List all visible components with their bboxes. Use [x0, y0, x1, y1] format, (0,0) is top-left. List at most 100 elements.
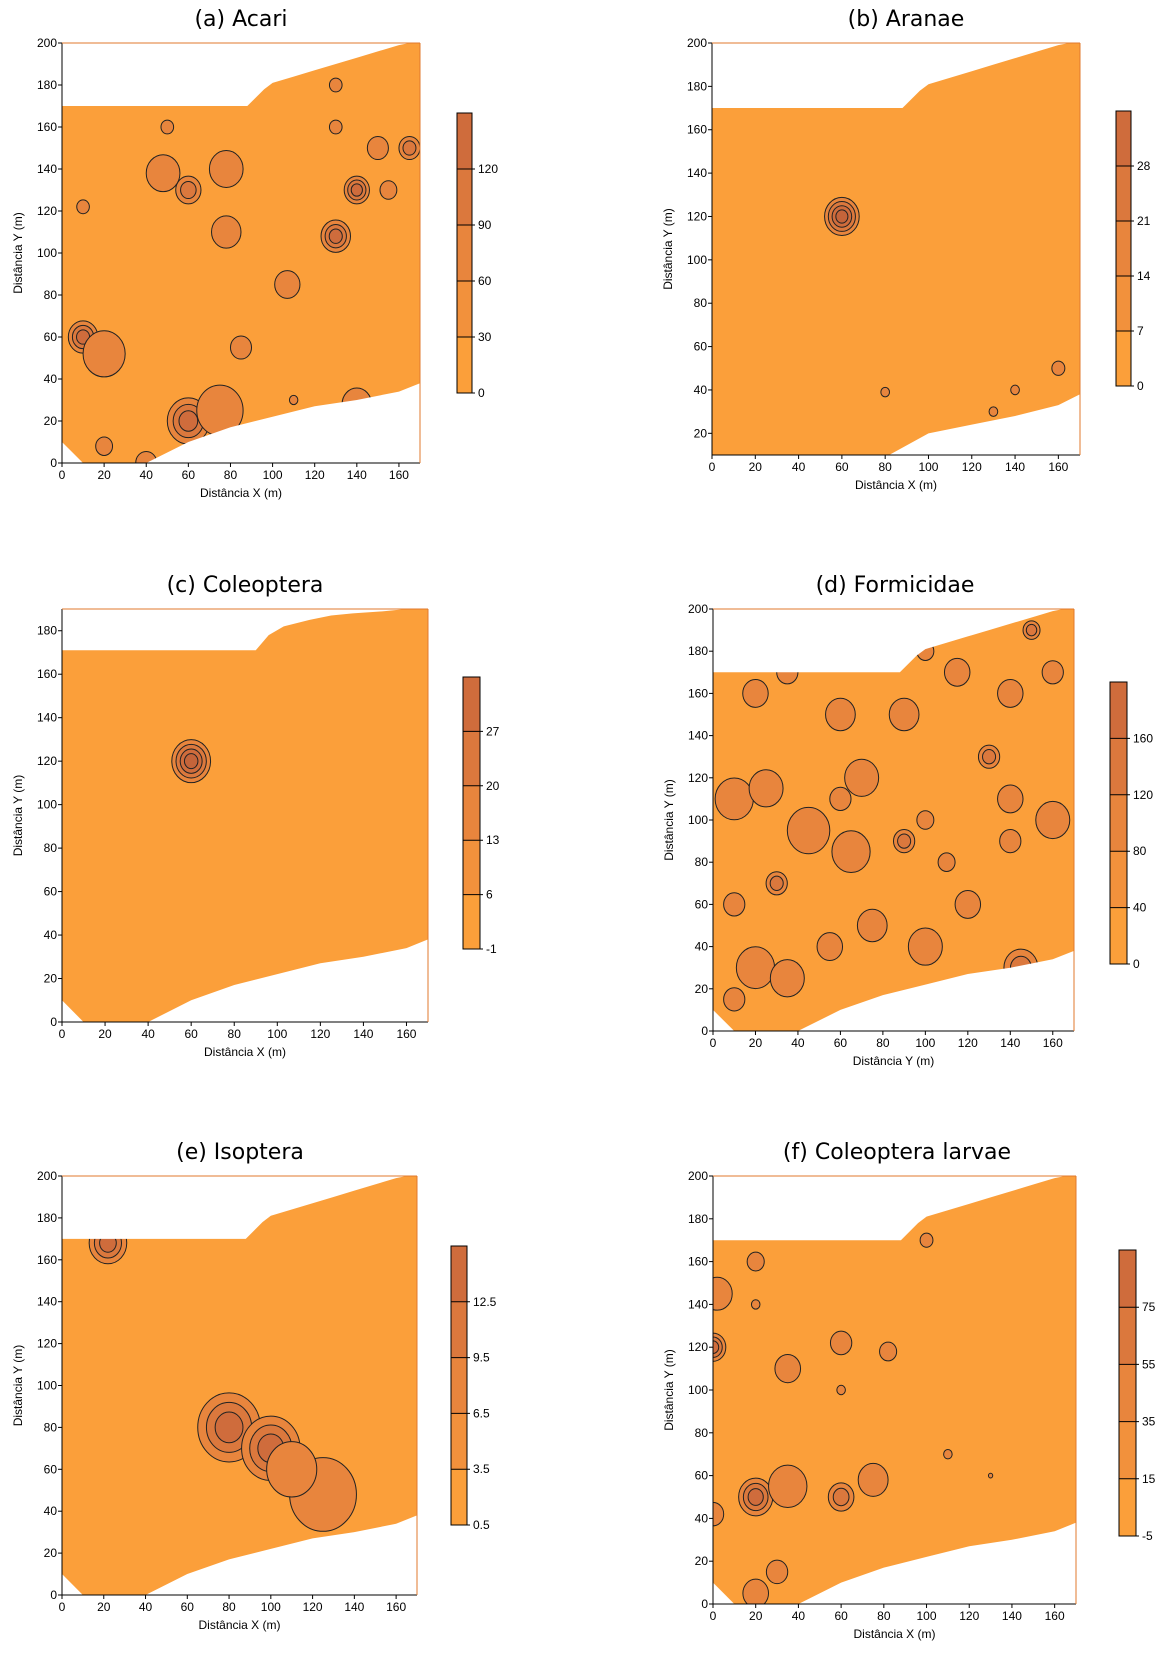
- y-tick-label: 20: [44, 414, 58, 428]
- colorbar: 0 7 14 21 28: [1115, 110, 1151, 393]
- colorbar: 0 30 60 90 120: [456, 112, 498, 400]
- y-tick-label: 60: [695, 897, 709, 911]
- y-tick-label: 120: [37, 754, 57, 768]
- contour-1-level-0: [82, 330, 126, 378]
- plot-area: [62, 609, 428, 1022]
- contour-3-level-0: [714, 777, 754, 821]
- contour-6-level-0: [208, 150, 244, 188]
- contour-4-level-0: [748, 769, 784, 808]
- contour-8-level-2: [350, 183, 363, 197]
- colorbar-tick-label: 15: [1142, 1472, 1156, 1486]
- blank-zone-0: [713, 1176, 1066, 1241]
- x-tick-label: 20: [749, 1609, 763, 1623]
- contour-layer: [62, 609, 428, 1022]
- x-tick-label: 160: [389, 468, 409, 482]
- y-axis-label: Distância Y (m): [11, 212, 25, 294]
- x-tick-label: 120: [962, 460, 982, 474]
- contour-5-level-0: [786, 806, 831, 855]
- y-tick-label: 160: [688, 686, 708, 700]
- y-tick-label: 40: [695, 940, 709, 954]
- colorbar-band: [1119, 1250, 1136, 1308]
- contour-10-level-0: [750, 1299, 761, 1310]
- panel-title: (b) Aranae: [848, 7, 965, 32]
- y-tick-label: 80: [694, 296, 708, 310]
- panel-title: (a) Acari: [194, 7, 287, 32]
- x-tick-label: 20: [749, 460, 763, 474]
- contour-16-level-0: [943, 1448, 953, 1460]
- y-tick-label: 160: [37, 667, 57, 681]
- x-axis-label: Distância X (m): [198, 1618, 280, 1632]
- contour-21-level-0: [907, 927, 943, 966]
- colorbar-band: [1110, 682, 1127, 739]
- y-tick-label: 200: [37, 36, 57, 50]
- contour-14-level-0: [836, 1384, 846, 1396]
- y-tick-label: 100: [37, 798, 57, 812]
- contour-9-level-0: [746, 1251, 765, 1272]
- colorbar-band: [463, 894, 480, 949]
- x-tick-label: 20: [97, 1600, 111, 1614]
- y-axis-label: Distância Y (m): [11, 1345, 25, 1427]
- contour-25-level-0: [954, 889, 982, 919]
- contour-21-level-0: [288, 394, 299, 406]
- x-tick-label: 120: [959, 1609, 979, 1623]
- contour-0-level-3: [835, 209, 849, 224]
- contour-12-level-0: [829, 1330, 853, 1356]
- x-tick-label: 20: [98, 1027, 112, 1041]
- y-tick-label: 180: [688, 644, 708, 658]
- contour-layer: [713, 1176, 1076, 1604]
- x-tick-label: 100: [917, 1609, 937, 1623]
- x-tick-label: 0: [59, 1600, 66, 1614]
- y-axis-label: Distância Y (m): [662, 1349, 676, 1431]
- x-tick-label: 160: [396, 1027, 416, 1041]
- y-tick-label: 40: [44, 372, 58, 386]
- y-tick-label: 40: [44, 928, 58, 942]
- colorbar-tick-label: 0: [478, 386, 485, 400]
- colorbar-band: [451, 1413, 467, 1470]
- x-tick-label: 120: [958, 1036, 978, 1050]
- colorbar-tick-label: 120: [478, 162, 498, 176]
- x-tick-label: 160: [1043, 1036, 1063, 1050]
- blank-zone-0: [62, 43, 410, 106]
- colorbar-tick-label: 7: [1137, 324, 1144, 338]
- contour-6-level-0: [831, 830, 871, 874]
- y-tick-label: 40: [44, 1504, 58, 1518]
- y-tick-label: 20: [695, 982, 709, 996]
- colorbar-tick-label: 9.5: [473, 1351, 490, 1365]
- contour-13-level-1: [1025, 623, 1038, 637]
- contour-1-level-0: [769, 959, 805, 998]
- contour-20-level-0: [1035, 800, 1071, 840]
- panel-f: 0 20 40 60 80 100 120 140 160 0 20 40 60 80 100 120 140 1…: [662, 1140, 1156, 1641]
- y-tick-label: 20: [695, 1554, 709, 1568]
- x-tick-label: 40: [792, 1609, 806, 1623]
- contour-15-level-1: [402, 140, 417, 156]
- x-tick-label: 20: [749, 1036, 763, 1050]
- blank-zone-1: [797, 950, 1074, 1031]
- contour-16-level-0: [888, 697, 920, 732]
- colorbar-tick-label: 20: [486, 779, 500, 793]
- colorbar-tick-label: 30: [478, 330, 492, 344]
- contour-7-level-0: [742, 1578, 770, 1604]
- contour-4-level-1: [180, 180, 197, 200]
- contour-26-level-0: [997, 784, 1024, 814]
- colorbar-tick-label: 0.5: [473, 1518, 490, 1532]
- colorbar-band: [1110, 738, 1127, 795]
- y-tick-label: 140: [37, 711, 57, 725]
- colorbar-tick-label: 13: [486, 833, 500, 847]
- contour-20-level-0: [76, 199, 90, 215]
- colorbar-band: [1116, 221, 1131, 276]
- contour-18-level-0: [742, 678, 769, 708]
- y-tick-label: 20: [44, 972, 58, 986]
- contour-10-level-0: [937, 852, 956, 872]
- x-tick-label: 20: [97, 468, 111, 482]
- y-tick-label: 180: [37, 78, 57, 92]
- contour-28-level-0: [723, 892, 746, 917]
- colorbar-band: [1116, 166, 1131, 221]
- y-tick-label: 60: [44, 1462, 58, 1476]
- panel-title: (f) Coleoptera larvae: [783, 1140, 1011, 1165]
- colorbar-tick-label: 6.5: [473, 1406, 490, 1420]
- x-tick-label: 120: [305, 468, 325, 482]
- x-tick-label: 40: [792, 460, 806, 474]
- blank-zone-1: [146, 383, 420, 463]
- colorbar-band: [1119, 1478, 1136, 1536]
- contour-18-level-0: [328, 119, 343, 135]
